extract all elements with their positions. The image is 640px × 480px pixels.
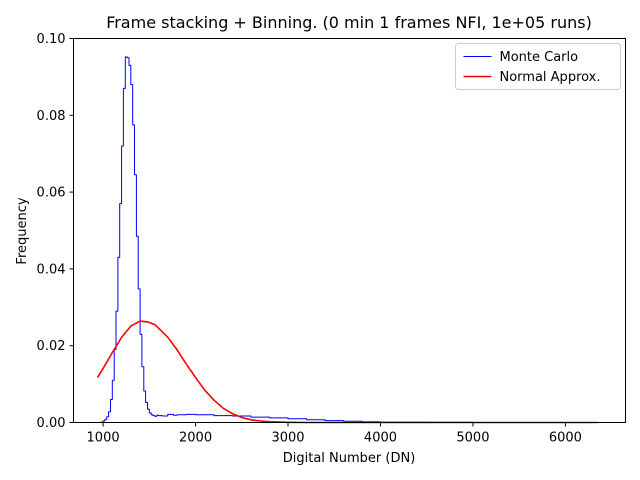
x-tick-label: 2000 <box>179 431 212 446</box>
y-tick-label: 0.08 <box>37 109 66 124</box>
x-tick-label: 4000 <box>364 431 397 446</box>
x-tick-label: 1000 <box>87 431 120 446</box>
axes-frame <box>73 38 626 423</box>
y-tick-label: 0.00 <box>37 416 66 431</box>
x-tick-label: 6000 <box>549 431 582 446</box>
monte-carlo-histogram <box>97 56 598 423</box>
x-tick-label: 3000 <box>271 431 304 446</box>
legend-box <box>455 43 621 90</box>
y-axis-label: Frequency <box>15 197 30 264</box>
x-tick-label: 5000 <box>456 431 489 446</box>
y-tick-label: 0.02 <box>37 339 66 354</box>
legend: Monte Carlo Normal Approx. <box>455 43 621 90</box>
y-tick-label: 0.04 <box>37 262 66 277</box>
y-tick-label: 0.10 <box>37 32 66 47</box>
legend-label: Normal Approx. <box>500 70 601 85</box>
chart-title: Frame stacking + Binning. (0 min 1 frame… <box>106 13 592 32</box>
y-tick-label: 0.06 <box>37 186 66 201</box>
normal-approx-curve <box>96 320 598 424</box>
x-axis-label: Digital Number (DN) <box>283 451 416 466</box>
legend-label: Monte Carlo <box>500 50 579 65</box>
plot-area: 1000 2000 3000 4000 5000 6000 0.00 0.02 0.04 0.06… <box>37 32 598 446</box>
